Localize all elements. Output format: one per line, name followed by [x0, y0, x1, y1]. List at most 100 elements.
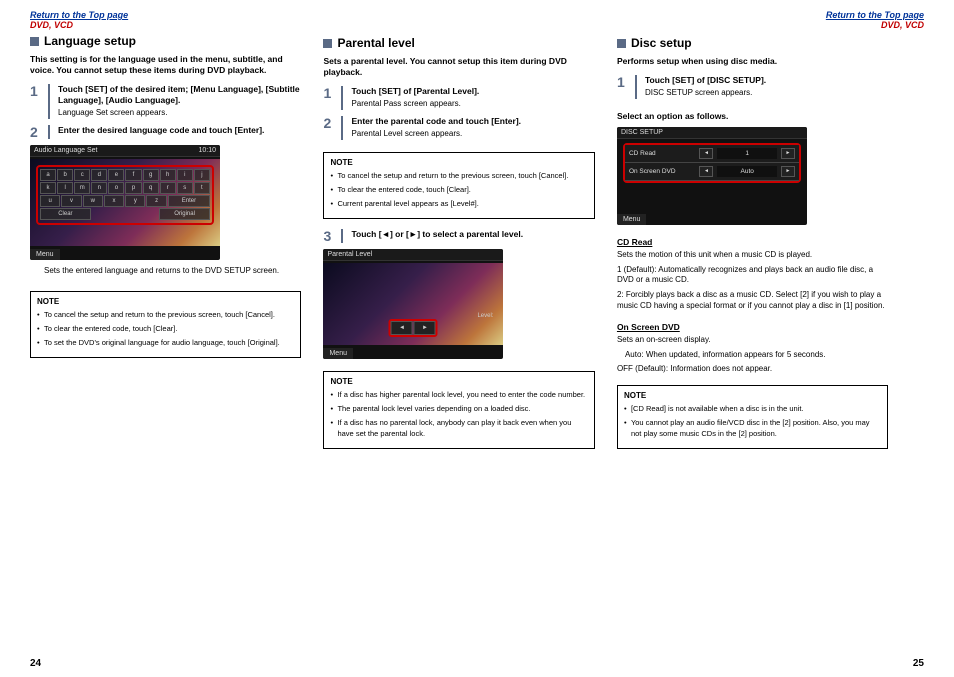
kb-key[interactable]: l — [57, 182, 73, 194]
note-box: NOTE To cancel the setup and return to t… — [30, 291, 301, 358]
disc-row-cdread: CD Read ◄ 1 ► — [625, 145, 799, 163]
note-title: NOTE — [330, 158, 587, 167]
step-title: Touch [SET] of the desired item; [Menu L… — [58, 84, 301, 106]
note-item: To cancel the setup and return to the pr… — [37, 310, 294, 320]
kb-key[interactable]: j — [194, 169, 210, 181]
step-bar — [48, 84, 50, 119]
header-right: Return to the Top page DVD, VCD — [826, 10, 924, 30]
note-item: If a disc has no parental lock, anybody … — [330, 418, 587, 438]
step-desc: Parental Level screen appears. — [351, 129, 594, 140]
subhead-onscreen: On Screen DVD — [617, 322, 888, 332]
enter-key[interactable]: Enter — [168, 195, 210, 207]
step-1: 1 Touch [SET] of the desired item; [Menu… — [30, 84, 301, 119]
note-item: To cancel the setup and return to the pr… — [330, 171, 587, 181]
kb-row-3: uvwxyz Enter — [40, 195, 210, 207]
step-desc: DISC SETUP screen appears. — [645, 88, 888, 99]
kb-key[interactable]: v — [61, 195, 81, 207]
kb-key[interactable]: d — [91, 169, 107, 181]
step-title: Enter the desired language code and touc… — [58, 125, 301, 136]
prev-arrow-icon[interactable]: ◄ — [699, 148, 713, 159]
dvdvcd-label: DVD, VCD — [826, 20, 924, 30]
note-list: To cancel the setup and return to the pr… — [330, 171, 587, 209]
kb-key[interactable]: b — [57, 169, 73, 181]
step-body: Enter the desired language code and touc… — [58, 125, 301, 139]
kb-row-4: Clear Original — [40, 208, 210, 220]
next-arrow-icon[interactable]: ► — [781, 148, 795, 159]
kb-key[interactable]: c — [74, 169, 90, 181]
note-list: If a disc has higher parental lock level… — [330, 390, 587, 439]
ss-menu-button[interactable]: Menu — [617, 214, 647, 225]
section-marker — [617, 39, 626, 48]
kb-key[interactable]: h — [160, 169, 176, 181]
step-bar — [341, 86, 343, 110]
kb-key[interactable]: q — [143, 182, 159, 194]
ss-titlebar: DISC SETUP — [617, 127, 807, 139]
kb-key[interactable]: x — [104, 195, 124, 207]
prev-arrow-icon[interactable]: ◄ — [699, 166, 713, 177]
next-arrow-button[interactable]: ► — [414, 321, 436, 335]
kb-key[interactable]: s — [177, 182, 193, 194]
section-marker — [30, 37, 39, 46]
step-number: 2 — [323, 116, 335, 140]
disc-row-label: CD Read — [629, 150, 696, 157]
section-title-language: Language setup — [30, 34, 301, 48]
kb-row-2: klmnopqrst — [40, 182, 210, 194]
note-item: Current parental level appears as [Level… — [330, 199, 587, 209]
kb-key[interactable]: w — [83, 195, 103, 207]
step-number: 1 — [30, 84, 42, 119]
note-item: [CD Read] is not available when a disc i… — [624, 404, 881, 414]
disc-row-label: On Screen DVD — [629, 168, 696, 175]
clear-key[interactable]: Clear — [40, 208, 91, 220]
kb-key[interactable]: t — [194, 182, 210, 194]
kb-key[interactable]: p — [125, 182, 141, 194]
kb-spacer — [92, 208, 158, 220]
kb-key[interactable]: n — [91, 182, 107, 194]
note-box: NOTE To cancel the setup and return to t… — [323, 152, 594, 219]
kb-key[interactable]: m — [74, 182, 90, 194]
kb-key[interactable]: z — [146, 195, 166, 207]
kb-key[interactable]: r — [160, 182, 176, 194]
kb-key[interactable]: g — [143, 169, 159, 181]
kb-key[interactable]: u — [40, 195, 60, 207]
note-title: NOTE — [37, 297, 294, 306]
header-left: Return to the Top page DVD, VCD — [30, 10, 301, 30]
note-item: To set the DVD's original language for a… — [37, 338, 294, 348]
level-label: Level: — [477, 313, 493, 319]
next-arrow-icon[interactable]: ► — [781, 166, 795, 177]
ss-menu-button[interactable]: Menu — [323, 348, 353, 359]
kb-key[interactable]: e — [108, 169, 124, 181]
kb-key[interactable]: o — [108, 182, 124, 194]
note-list: [CD Read] is not available when a disc i… — [624, 404, 881, 438]
step-number: 2 — [30, 125, 42, 139]
step-body: Touch [SET] of the desired item; [Menu L… — [58, 84, 301, 119]
step-desc: Parental Pass screen appears. — [351, 99, 594, 110]
kb-key[interactable]: a — [40, 169, 56, 181]
step-3: 3 Touch [◄] or [►] to select a parental … — [323, 229, 594, 243]
return-link[interactable]: Return to the Top page — [826, 10, 924, 20]
step-desc: Language Set screen appears. — [58, 108, 301, 119]
kb-row-1: abcdefghij — [40, 169, 210, 181]
ss-title: Audio Language Set — [34, 147, 97, 154]
kb-key[interactable]: y — [125, 195, 145, 207]
dvdvcd-label: DVD, VCD — [30, 20, 301, 30]
return-link[interactable]: Return to the Top page — [30, 10, 128, 20]
kb-key[interactable]: f — [125, 169, 141, 181]
note-box: NOTE If a disc has higher parental lock … — [323, 371, 594, 449]
note-title: NOTE — [624, 391, 881, 400]
step-1: 1 Touch [SET] of [DISC SETUP]. DISC SETU… — [617, 75, 888, 99]
step-title: Touch [◄] or [►] to select a parental le… — [351, 229, 594, 240]
column-parental-level: Parental level Sets a parental level. Yo… — [323, 10, 594, 651]
prev-arrow-button[interactable]: ◄ — [391, 321, 413, 335]
original-key[interactable]: Original — [159, 208, 210, 220]
ss-title: Parental Level — [327, 251, 372, 258]
step-body: Enter the parental code and touch [Enter… — [351, 116, 594, 140]
cdread-opt1: 1 (Default): Automatically recognizes an… — [617, 265, 888, 287]
kb-key[interactable]: k — [40, 182, 56, 194]
kb-key[interactable]: i — [177, 169, 193, 181]
screenshot-parental-level: Parental Level Level: ◄ ► Menu — [323, 249, 503, 359]
page-number-left: 24 — [30, 658, 41, 669]
section-marker — [323, 39, 332, 48]
step-body: Touch [SET] of [DISC SETUP]. DISC SETUP … — [645, 75, 888, 99]
ss-menu-button[interactable]: Menu — [30, 249, 60, 260]
step-bar — [635, 75, 637, 99]
